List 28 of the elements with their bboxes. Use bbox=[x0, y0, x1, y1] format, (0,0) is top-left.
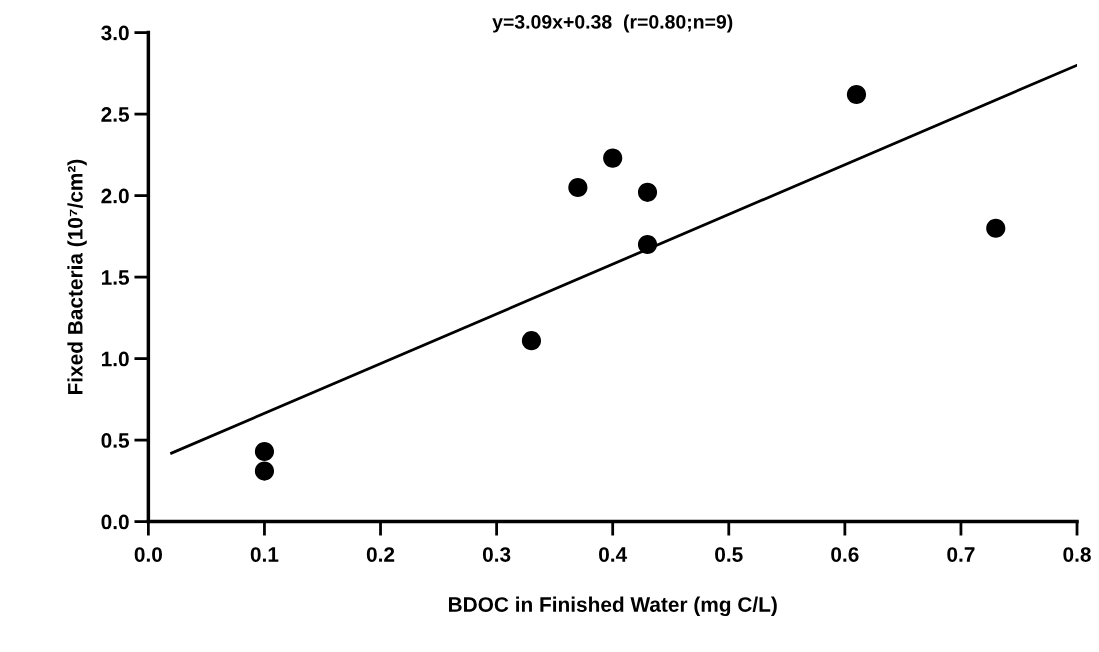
point bbox=[254, 441, 275, 462]
point bbox=[568, 177, 588, 198]
point bbox=[846, 84, 867, 105]
point bbox=[603, 148, 623, 168]
y-tick-label: 1.5 bbox=[101, 270, 130, 285]
x-tick-label: 0.0 bbox=[134, 547, 162, 562]
x-tick-label: 0.8 bbox=[1063, 547, 1091, 562]
x-tick-label: 0.6 bbox=[831, 547, 859, 562]
x-tick-label: 0.4 bbox=[599, 547, 628, 562]
x-tick-label: 0.3 bbox=[482, 547, 511, 562]
annotation: y=3.09x+0.38 (r=0.80;n=9) bbox=[492, 14, 733, 33]
point bbox=[637, 182, 658, 202]
y-tick-label: 3.0 bbox=[101, 25, 129, 41]
y-axis-title: Fixed Bacteria (10⁷/cm²) bbox=[67, 159, 87, 395]
x-tick-label: 0.7 bbox=[947, 547, 975, 562]
point bbox=[986, 218, 1006, 238]
point bbox=[254, 461, 275, 481]
x-tick-label: 0.1 bbox=[250, 547, 279, 562]
y-tick-label: 2.0 bbox=[101, 188, 129, 204]
point bbox=[637, 234, 658, 255]
x-tick-label: 0.2 bbox=[366, 547, 395, 562]
x-tick-label: 0.5 bbox=[715, 547, 743, 562]
y-tick-label: 1.0 bbox=[101, 351, 129, 367]
y-tick-label: 0.5 bbox=[101, 433, 130, 448]
y-tick-label: 0.0 bbox=[101, 514, 129, 530]
point bbox=[521, 331, 542, 351]
y-tick-label: 2.5 bbox=[101, 107, 130, 122]
x-axis-title: BDOC in Finished Water (mg C/L) bbox=[448, 596, 777, 617]
